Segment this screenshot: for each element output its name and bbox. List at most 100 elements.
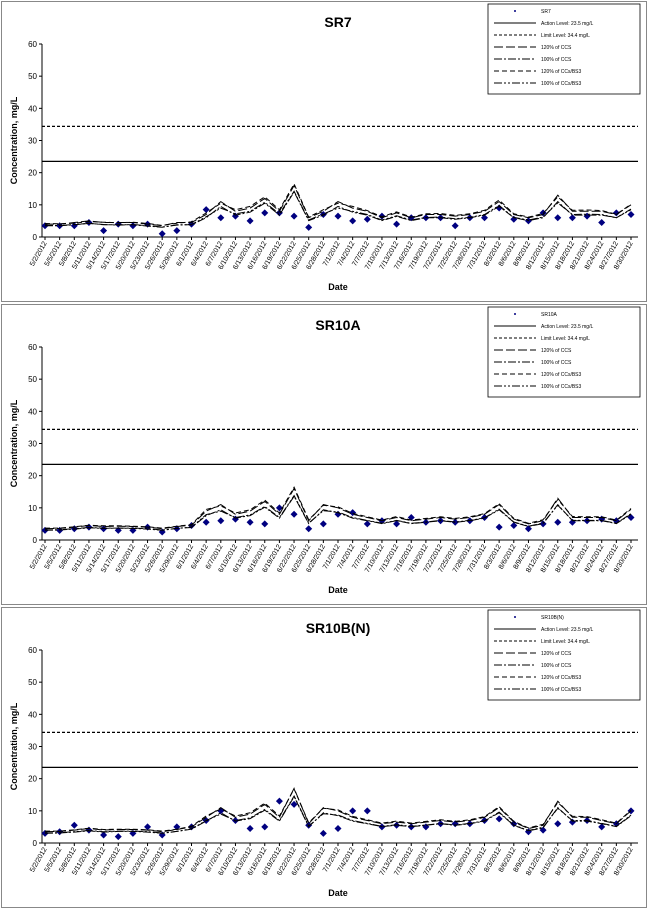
- data-point: [495, 523, 503, 531]
- data-point: [393, 821, 401, 829]
- y-tick-label: 40: [28, 710, 37, 719]
- x-axis-label: Date: [328, 888, 348, 898]
- data-point: [129, 222, 137, 230]
- legend-label: Action Level: 23.5 mg/L: [541, 627, 593, 633]
- data-point: [554, 820, 562, 828]
- legend: SR10A Action Level: 23.5 mg/L Limit Level:…: [487, 306, 641, 398]
- legend-label: 100% of CCS: [541, 360, 572, 366]
- data-point: [524, 525, 532, 533]
- data-point: [510, 820, 518, 828]
- y-tick-label: 0: [33, 839, 38, 848]
- data-point: [173, 227, 181, 235]
- model-line: [45, 184, 632, 227]
- y-tick-label: 60: [28, 646, 37, 655]
- data-point: [363, 520, 371, 528]
- data-point: [598, 219, 606, 227]
- legend-label: 100% of CCs/BS3: [541, 687, 582, 693]
- legend-marker: [514, 10, 516, 12]
- y-tick-label: 50: [28, 678, 37, 687]
- data-point: [114, 526, 122, 534]
- data-point: [129, 526, 137, 534]
- data-point: [363, 807, 371, 815]
- data-point: [217, 807, 225, 815]
- chart-panel: SR10A Concentration, mg/L Date 0 10 20 30 40 50 6…: [1, 304, 647, 605]
- legend-label: SR10B(N): [541, 615, 564, 621]
- data-point: [290, 510, 298, 518]
- y-tick-label: 40: [28, 104, 37, 113]
- y-tick-label: 10: [28, 504, 37, 513]
- data-point: [349, 807, 357, 815]
- legend-label: 100% of CCS: [541, 663, 572, 669]
- legend-marker: [514, 313, 516, 315]
- legend-box: [487, 3, 641, 95]
- data-point: [612, 209, 620, 217]
- chart-title: SR7: [324, 14, 351, 30]
- data-point: [334, 825, 342, 833]
- data-point: [158, 230, 166, 238]
- legend-label: 100% of CCS: [541, 57, 572, 63]
- data-point: [290, 212, 298, 220]
- y-axis-label: Concentration, mg/L: [9, 96, 19, 184]
- data-point: [246, 518, 254, 526]
- model-line: [45, 190, 632, 228]
- chart-panel: SR10B(N) Concentration, mg/L Date 0 10 20 30 40…: [1, 607, 647, 908]
- y-tick-label: 0: [33, 536, 38, 545]
- data-point: [246, 825, 254, 833]
- panel-border: [1, 304, 647, 605]
- chart-title: SR10B(N): [306, 620, 371, 636]
- data-point: [334, 212, 342, 220]
- data-point: [393, 220, 401, 228]
- legend-label: 120% of CCS: [541, 651, 572, 657]
- legend-label: 100% of CCs/BS3: [541, 81, 582, 87]
- data-point: [598, 823, 606, 831]
- legend-marker: [514, 616, 516, 618]
- y-tick-label: 20: [28, 169, 37, 178]
- data-point: [554, 518, 562, 526]
- y-tick-label: 40: [28, 407, 37, 416]
- data-point: [70, 821, 78, 829]
- data-point: [41, 829, 49, 837]
- data-point: [319, 520, 327, 528]
- data-point: [393, 520, 401, 528]
- data-point: [114, 220, 122, 228]
- model-line: [45, 787, 632, 832]
- data-point: [275, 504, 283, 512]
- data-point: [70, 222, 78, 230]
- data-point: [451, 222, 459, 230]
- data-point: [173, 823, 181, 831]
- panel-border: [1, 1, 647, 302]
- data-point: [539, 520, 547, 528]
- legend-box: [487, 609, 641, 701]
- data-point: [261, 823, 269, 831]
- y-tick-label: 10: [28, 807, 37, 816]
- data-point: [319, 829, 327, 837]
- y-tick-label: 30: [28, 440, 37, 449]
- legend-label: 120% of CCs/BS3: [541, 675, 582, 681]
- legend-label: Action Level: 23.5 mg/L: [541, 21, 593, 27]
- legend-label: 120% of CCS: [541, 348, 572, 354]
- data-point: [305, 525, 313, 533]
- y-tick-label: 50: [28, 72, 37, 81]
- data-point: [85, 826, 93, 834]
- data-point: [158, 831, 166, 839]
- data-point: [495, 204, 503, 212]
- data-point: [85, 523, 93, 531]
- data-point: [217, 517, 225, 525]
- data-point: [158, 528, 166, 536]
- data-point: [100, 227, 108, 235]
- data-point: [627, 513, 635, 521]
- data-point: [85, 219, 93, 227]
- y-tick-label: 30: [28, 743, 37, 752]
- data-point: [41, 526, 49, 534]
- y-axis-label: Concentration, mg/L: [9, 702, 19, 790]
- data-point: [568, 214, 576, 222]
- model-line: [45, 486, 632, 529]
- model-line: [44, 794, 632, 834]
- data-point: [275, 209, 283, 217]
- data-point: [349, 217, 357, 225]
- data-point: [100, 831, 108, 839]
- legend: SR10B(N) Action Level: 23.5 mg/L Limit Lev…: [487, 609, 641, 701]
